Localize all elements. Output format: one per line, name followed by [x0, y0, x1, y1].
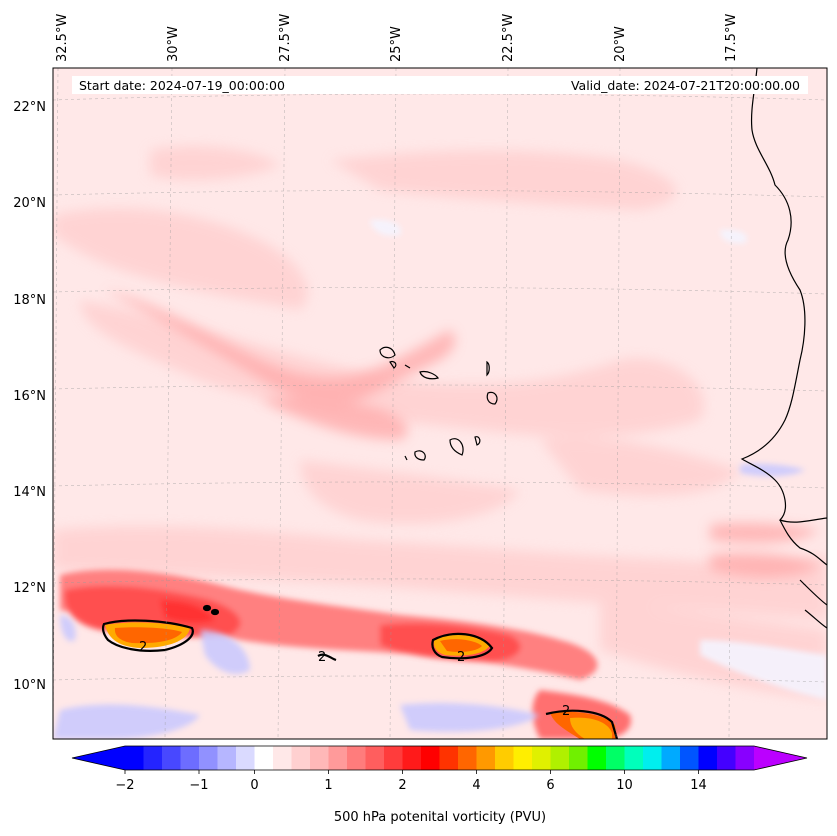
contour-label-2: 2	[139, 640, 147, 655]
colorbar-swatch	[476, 746, 496, 770]
start-date-label: Start date: 2024-07-19_00:00:00	[79, 78, 285, 93]
gridlines	[53, 68, 827, 739]
colorbar-swatches	[125, 746, 755, 770]
colorbar-swatch	[199, 746, 219, 770]
pv-white-patches	[370, 219, 827, 700]
cape-verde-islands	[379, 346, 498, 461]
colorbar-extend-min	[72, 746, 125, 770]
latitude-label: 12°N	[13, 581, 46, 596]
pv-medium-field	[105, 290, 820, 577]
header-strip	[72, 76, 808, 94]
colorbar-tick-label: 1	[324, 778, 332, 793]
colorbar-swatch	[717, 746, 737, 770]
colorbar-swatch	[698, 746, 718, 770]
colorbar-swatch	[680, 746, 700, 770]
colorbar-swatch	[310, 746, 330, 770]
coastline	[740, 68, 827, 629]
colorbar-label: 500 hPa potenital vorticity (PVU)	[334, 810, 546, 825]
colorbar-tick-label: 2	[398, 778, 406, 793]
contour-label-2: 2	[457, 650, 465, 665]
colorbar-swatch	[328, 746, 348, 770]
colorbar-tick-label: −2	[115, 778, 134, 793]
colorbar-swatch	[402, 746, 422, 770]
colorbar-extend-max	[754, 746, 807, 770]
colorbar-swatch	[513, 746, 533, 770]
map-frame	[52, 67, 828, 740]
colorbar-swatch	[347, 746, 367, 770]
colorbar-tick-label: 4	[472, 778, 480, 793]
colorbar-swatch	[532, 746, 552, 770]
longitude-label: 17.5°W	[724, 14, 739, 62]
contour-label-2: 2	[318, 650, 326, 665]
colorbar-ticks: −2 −1 0 1 2 4 6 10 14	[115, 770, 707, 793]
colorbar-swatch	[569, 746, 589, 770]
colorbar-swatch	[236, 746, 256, 770]
latitude-label: 20°N	[13, 196, 46, 211]
colorbar-swatch	[143, 746, 163, 770]
latitude-label: 18°N	[13, 293, 46, 308]
colorbar-swatch	[735, 746, 755, 770]
latitude-label: 10°N	[13, 678, 46, 693]
african-coastline	[740, 68, 827, 523]
pv-contour-2	[101, 604, 619, 739]
latitude-label: 22°N	[13, 100, 46, 115]
colorbar-swatch	[661, 746, 681, 770]
colorbar-swatch	[365, 746, 385, 770]
map-panel: 2 2 2 2	[53, 68, 827, 739]
colorbar-swatch	[125, 746, 145, 770]
latitude-label: 14°N	[13, 485, 46, 500]
colorbar-swatch	[606, 746, 626, 770]
longitude-labels: 32.5°W 30°W 27.5°W 25°W 22.5°W 20°W 17.5…	[55, 14, 739, 62]
colorbar-swatch	[180, 746, 200, 770]
colorbar-swatch	[550, 746, 570, 770]
colorbar-swatch	[384, 746, 404, 770]
colorbar-swatch	[421, 746, 441, 770]
longitude-label: 32.5°W	[55, 14, 70, 62]
colorbar-tick-label: 10	[616, 778, 633, 793]
colorbar-tick-label: 14	[690, 778, 707, 793]
valid-date-label: Valid_date: 2024-07-21T20:00:00.00	[571, 78, 800, 93]
colorbar-swatch	[495, 746, 515, 770]
colorbar-swatch	[439, 746, 459, 770]
colorbar-tick-label: −1	[189, 778, 208, 793]
longitude-label: 27.5°W	[278, 14, 293, 62]
colorbar-swatch	[587, 746, 607, 770]
longitude-label: 25°W	[389, 26, 404, 62]
colorbar-swatch	[624, 746, 644, 770]
pv-high-cores	[105, 622, 617, 739]
colorbar-swatch	[254, 746, 274, 770]
longitude-label: 20°W	[613, 26, 628, 62]
colorbar-tick-label: 0	[250, 778, 258, 793]
pv-contour-labels: 2 2 2 2	[139, 640, 570, 719]
latitude-labels: 22°N 20°N 18°N 16°N 14°N 12°N 10°N	[13, 100, 46, 693]
pv-negative-patches	[53, 463, 805, 739]
colorbar-swatch	[643, 746, 663, 770]
colorbar-swatch	[273, 746, 293, 770]
colorbar-swatch	[291, 746, 311, 770]
colorbar-swatch	[217, 746, 237, 770]
longitude-label: 22.5°W	[501, 14, 516, 62]
contour-label-2: 2	[562, 704, 570, 719]
longitude-label: 30°W	[166, 26, 181, 62]
colorbar-swatch	[162, 746, 182, 770]
colorbar-swatch	[458, 746, 478, 770]
colorbar: −2 −1 0 1 2 4 6 10 14 500 hPa potenital vorticit…	[71, 745, 808, 825]
latitude-label: 16°N	[13, 389, 46, 404]
colorbar-tick-label: 6	[546, 778, 554, 793]
